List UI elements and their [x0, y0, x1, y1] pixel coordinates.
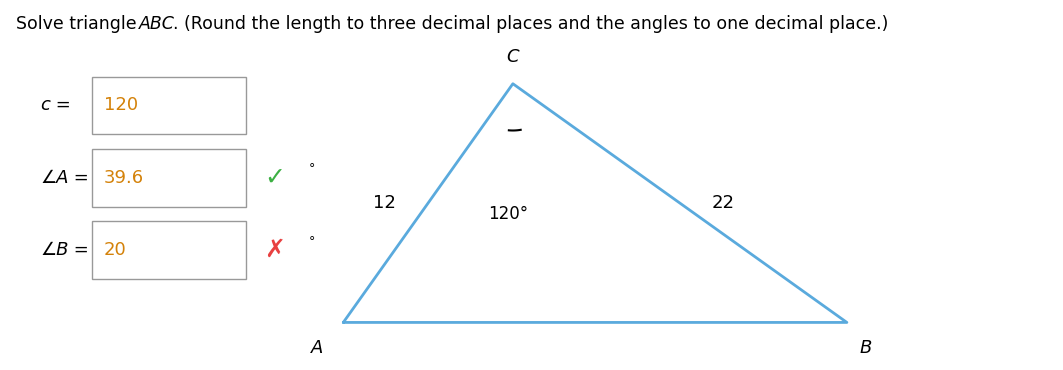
Text: 12: 12: [373, 194, 396, 212]
Text: =: =: [68, 169, 95, 187]
Text: =: =: [50, 97, 77, 114]
Text: A: A: [311, 339, 324, 357]
Text: =: =: [68, 241, 95, 259]
Text: C: C: [507, 48, 519, 65]
Text: Solve triangle: Solve triangle: [17, 15, 142, 33]
Text: c: c: [40, 97, 50, 114]
FancyBboxPatch shape: [91, 149, 246, 207]
FancyBboxPatch shape: [91, 221, 246, 279]
Text: . (Round the length to three decimal places and the angles to one decimal place.: . (Round the length to three decimal pla…: [173, 15, 889, 33]
Text: ∠A: ∠A: [40, 169, 69, 187]
Text: ∠B: ∠B: [40, 241, 69, 259]
Text: 22: 22: [711, 194, 735, 212]
Text: °: °: [308, 162, 315, 175]
FancyBboxPatch shape: [91, 77, 246, 134]
Text: 20: 20: [104, 241, 126, 259]
Text: 120°: 120°: [488, 205, 528, 223]
Text: ABC: ABC: [138, 15, 174, 33]
Text: 39.6: 39.6: [104, 169, 144, 187]
Text: ✗: ✗: [265, 238, 285, 262]
Text: 120: 120: [104, 97, 138, 114]
Text: ✓: ✓: [265, 166, 285, 190]
Text: B: B: [859, 339, 872, 357]
Text: °: °: [308, 235, 315, 248]
